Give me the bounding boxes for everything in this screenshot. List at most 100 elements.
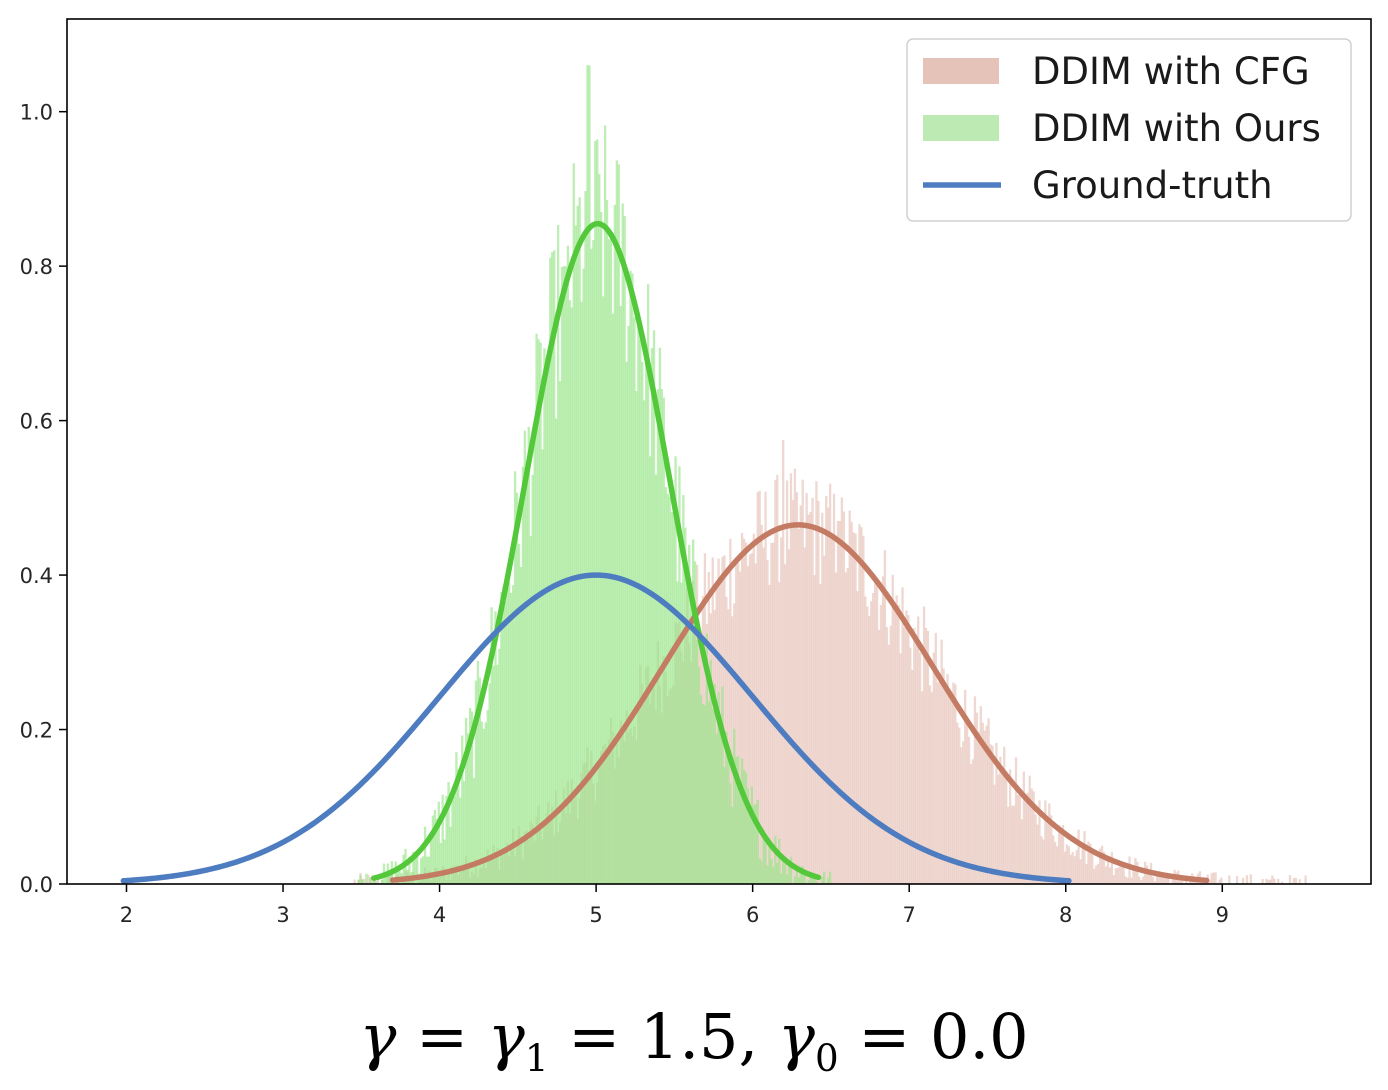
histogram-cfg-bar <box>905 610 908 884</box>
histogram-cfg-bar <box>1042 839 1045 884</box>
histogram-ours-bar <box>731 806 734 884</box>
histogram-ours-bar <box>758 858 761 884</box>
histogram-ours-bar <box>425 856 429 884</box>
histogram-cfg-bar <box>881 576 885 884</box>
histogram-cfg-bar <box>1126 877 1129 884</box>
histogram-ours-bar <box>729 783 732 884</box>
histogram-cfg-bar <box>1267 880 1270 884</box>
histogram-cfg-bar <box>1079 859 1082 884</box>
histogram-ours-bar <box>519 567 523 884</box>
histogram-cfg-bar <box>729 538 732 884</box>
histogram-cfg-bar <box>1089 843 1092 884</box>
histogram-ours-bar <box>470 711 474 884</box>
histogram-ours-bar <box>680 582 683 884</box>
histogram-ours-bar <box>459 797 462 884</box>
x-tick-label: 3 <box>276 903 289 927</box>
histogram-ours-bar <box>744 772 748 884</box>
legend-swatch <box>923 58 999 84</box>
histogram-cfg-bar <box>985 725 988 884</box>
histogram-ours-bar <box>705 633 708 884</box>
histogram-ours-bar <box>443 839 446 884</box>
histogram-cfg-bar <box>1298 879 1301 884</box>
x-tick-label: 5 <box>589 903 602 927</box>
histogram-ours-bar <box>664 487 667 884</box>
histogram-ours-bar <box>359 875 362 884</box>
histogram-ours-bar <box>365 873 368 884</box>
histogram-cfg-bar <box>883 550 887 884</box>
histogram-cfg-bar <box>793 468 797 884</box>
histogram-cfg-bar <box>846 567 849 884</box>
histogram-cfg-bar <box>1138 876 1141 884</box>
histogram-cfg-bar <box>1073 856 1076 884</box>
histogram-cfg-bar <box>1159 874 1162 884</box>
histogram-ours-bar <box>455 752 458 884</box>
histogram-cfg-bar <box>1007 806 1010 884</box>
histogram-cfg-bar <box>999 756 1002 884</box>
histogram-cfg-bar <box>856 591 859 884</box>
histogram-ours-bar <box>423 826 427 884</box>
histogram-ours-bar <box>668 496 671 884</box>
histogram-cfg-bar <box>897 605 900 884</box>
histogram-ours-bar <box>735 756 738 884</box>
histogram-ours-bar <box>437 801 440 884</box>
histogram-cfg-bar <box>1018 794 1022 884</box>
histogram-ours-bar <box>752 805 755 884</box>
histogram-ours-bar <box>783 864 787 884</box>
histogram-cfg-bar <box>885 627 889 884</box>
histogram-ours-bar <box>484 722 487 884</box>
histogram-cfg-bar <box>809 511 812 884</box>
legend-label: Ground-truth <box>1032 164 1273 207</box>
histogram-ours-bar <box>692 539 695 884</box>
histogram-cfg-bar <box>840 497 844 884</box>
histogram-ours-bar <box>643 400 646 884</box>
histogram-ours-bar <box>780 873 783 884</box>
histogram-cfg-bar <box>819 583 822 884</box>
histogram-cfg-bar <box>862 535 865 884</box>
histogram-ours-bar <box>733 728 736 884</box>
histogram-cfg-bar <box>772 542 775 884</box>
histogram-cfg-bar <box>1005 777 1008 884</box>
histogram-cfg-bar <box>1147 875 1151 884</box>
histogram-cfg-bar <box>956 722 959 884</box>
histogram-cfg-bar <box>962 741 965 884</box>
histogram-cfg-bar <box>1052 835 1055 884</box>
histogram-cfg-bar <box>832 493 836 884</box>
x-tick-label: 6 <box>746 903 759 927</box>
histogram-ours-bar <box>429 832 433 884</box>
histogram-cfg-bar <box>1012 805 1016 884</box>
histogram-cfg-bar <box>376 875 380 884</box>
histogram-ours-bar <box>768 840 771 884</box>
histogram-cfg-bar <box>1104 866 1108 884</box>
histogram-cfg-bar <box>987 718 990 884</box>
histogram-ours-bar <box>709 660 712 884</box>
histogram-ours-bar <box>776 862 779 884</box>
histogram-ours-bar <box>699 695 703 884</box>
histogram-cfg-bar <box>787 549 791 884</box>
histogram-cfg-bar <box>1077 829 1080 884</box>
histogram-ours-bar <box>564 266 568 884</box>
histogram-cfg-bar <box>1136 861 1139 884</box>
histogram-cfg-bar <box>723 555 726 884</box>
x-tick-label: 8 <box>1059 903 1072 927</box>
histogram-cfg-bar <box>981 722 984 884</box>
histogram-cfg-bar <box>1065 844 1069 884</box>
histogram-cfg-bar <box>1110 852 1114 884</box>
histogram-cfg-bar <box>877 630 881 884</box>
histogram-cfg-bar <box>995 742 998 884</box>
histogram-cfg-bar <box>1067 846 1071 884</box>
histogram-ours-bar <box>760 861 763 884</box>
histogram-ours-bar <box>474 680 478 884</box>
histogram-ours-bar <box>629 270 632 884</box>
histogram-ours-bar <box>590 248 593 885</box>
histogram-cfg-bar <box>903 627 906 884</box>
histogram-ours-bar <box>658 347 662 885</box>
histogram-cfg-bar <box>803 547 806 884</box>
histogram-cfg-bar <box>1026 792 1029 884</box>
y-tick-label: 1.0 <box>20 101 53 125</box>
histogram-cfg-bar <box>983 730 986 884</box>
histogram-ours-bar <box>506 588 509 884</box>
histogram-cfg-bar <box>1059 827 1063 884</box>
histogram-ours-bar <box>457 769 460 884</box>
histogram-cfg-bar <box>367 874 370 884</box>
histogram-cfg-bar <box>1054 841 1057 884</box>
